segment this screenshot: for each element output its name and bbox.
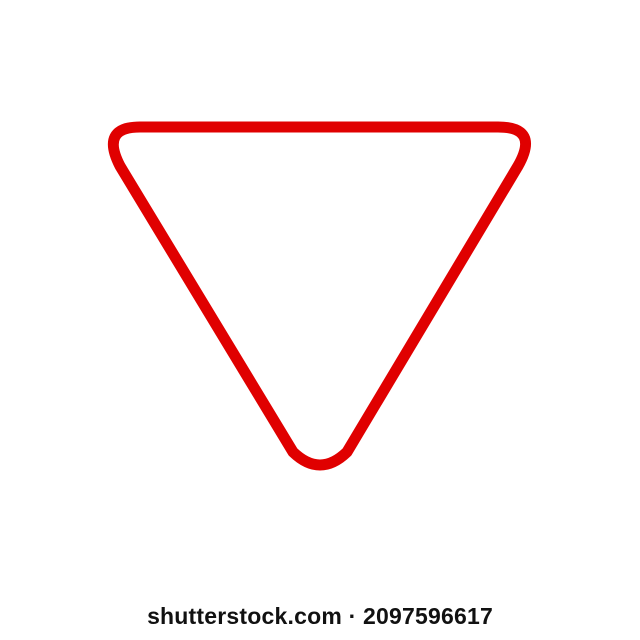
watermark-bar: shutterstock.com · 2097596617 (0, 592, 640, 640)
watermark-text: shutterstock.com · 2097596617 (147, 602, 493, 629)
triangle-outline (107, 121, 532, 471)
